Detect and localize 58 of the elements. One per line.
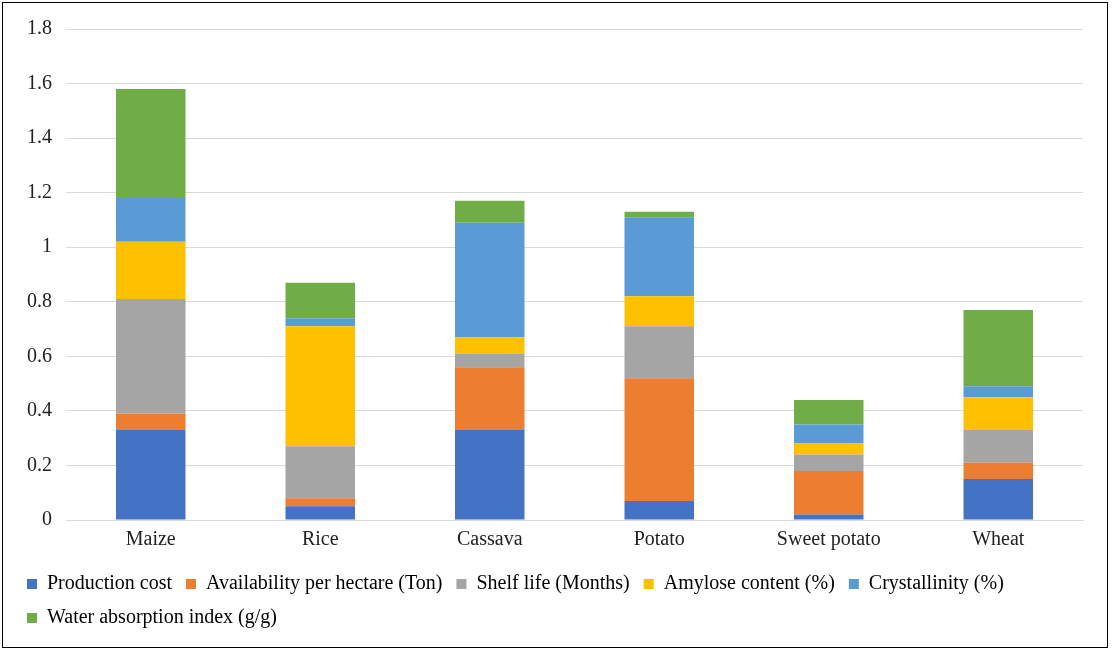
x-tick-label: Rice <box>301 527 339 550</box>
y-tick-label: 1.6 <box>27 70 52 93</box>
bar <box>963 397 1033 430</box>
bar <box>455 367 525 430</box>
bar <box>116 413 186 430</box>
legend-label: Water absorption index (g/g) <box>47 605 277 629</box>
y-tick-label: 0.6 <box>27 343 52 366</box>
bar <box>624 500 694 520</box>
y-tick-label: 1.2 <box>27 179 52 202</box>
y-tick-label: 0.2 <box>27 452 52 475</box>
bar <box>963 462 1033 480</box>
legend-label: Crystallinity (%) <box>868 571 1004 595</box>
y-tick-label: 1.4 <box>27 125 52 148</box>
bar <box>963 479 1033 520</box>
bar <box>285 326 355 447</box>
bar <box>794 470 864 515</box>
legend-label: Shelf life (Months) <box>476 571 630 595</box>
bar <box>455 429 525 520</box>
x-tick-label: Wheat <box>972 527 1025 550</box>
bar <box>116 198 186 242</box>
bar <box>794 514 864 520</box>
y-tick-label: 0.4 <box>27 398 52 421</box>
bar <box>116 299 186 414</box>
bar <box>963 309 1033 387</box>
bar <box>624 326 694 379</box>
y-tick-label: 0 <box>42 507 52 530</box>
x-tick-label: Potato <box>633 527 685 550</box>
bar <box>285 318 355 327</box>
bar <box>285 282 355 319</box>
bar <box>794 399 864 425</box>
bar <box>963 429 1033 463</box>
legend-label: Availability per hectare (Ton) <box>205 571 443 595</box>
bar <box>285 446 355 499</box>
x-tick-label: Maize <box>125 527 176 550</box>
y-tick-label: 1.8 <box>27 16 52 39</box>
y-tick-label: 1 <box>42 234 52 257</box>
bar <box>794 454 864 471</box>
bar <box>455 200 525 223</box>
bar <box>624 211 694 218</box>
bar <box>455 222 525 338</box>
bar <box>116 241 186 300</box>
bar <box>794 424 864 444</box>
legend-label: Amylose content (%) <box>663 571 835 595</box>
bar <box>624 296 694 327</box>
bar <box>794 443 864 455</box>
bar <box>285 506 355 520</box>
bar <box>285 498 355 507</box>
bar <box>455 337 525 354</box>
bar <box>455 353 525 368</box>
x-tick-label: Cassava <box>456 527 523 550</box>
bar <box>116 89 186 199</box>
legend-label: Production cost <box>47 571 173 594</box>
bar <box>624 217 694 297</box>
bar <box>963 386 1033 398</box>
bar <box>624 378 694 501</box>
bar <box>116 429 186 520</box>
y-tick-label: 0.8 <box>27 289 52 312</box>
x-tick-label: Sweet potato <box>776 527 881 551</box>
